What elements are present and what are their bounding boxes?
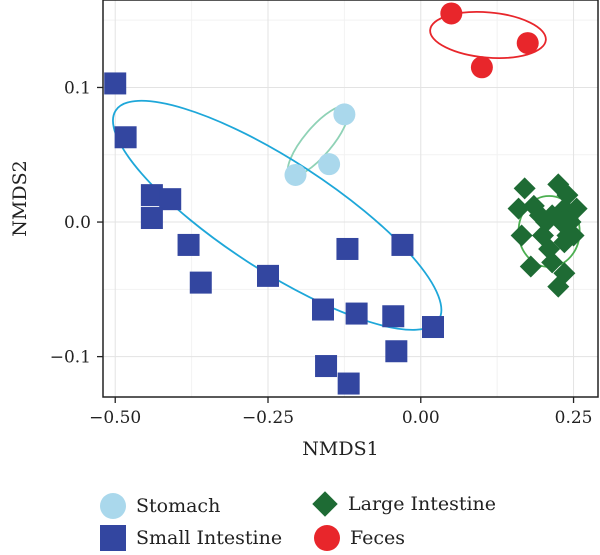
y-axis-title: NMDS2 [9, 160, 31, 236]
point-feces-0 [440, 2, 463, 25]
point-small-intestine-7 [257, 264, 279, 287]
point-large-intestine-17 [562, 224, 585, 247]
point-large-intestine-12 [510, 224, 533, 247]
point-large-intestine-18 [541, 251, 564, 274]
point-small-intestine-12 [382, 305, 405, 328]
point-small-intestine-6 [189, 271, 212, 294]
point-stomach-0 [333, 103, 356, 126]
point-small-intestine-4 [140, 207, 163, 230]
plot-border [102, 0, 599, 398]
x-tick-label-3: 0.25 [555, 408, 593, 428]
point-small-intestine-3 [159, 188, 182, 211]
y-tick-label-1: 0.0 [64, 213, 91, 233]
point-small-intestine-16 [337, 372, 360, 395]
point-small-intestine-9 [391, 233, 414, 256]
point-small-intestine-10 [312, 298, 334, 321]
point-small-intestine-8 [336, 237, 359, 260]
plot-area [103, 0, 598, 397]
point-large-intestine-7 [507, 197, 530, 220]
x-tick-label-0: −0.50 [89, 408, 141, 428]
point-small-intestine-14 [385, 340, 408, 363]
point-small-intestine-11 [345, 302, 368, 325]
x-axis-title: NMDS1 [302, 438, 378, 460]
point-feces-2 [516, 32, 539, 55]
point-small-intestine-0 [104, 72, 127, 95]
point-stomach-1 [284, 163, 307, 186]
x-tick-label-1: −0.25 [242, 408, 294, 428]
y-tick-label-0: 0.1 [64, 78, 91, 98]
point-small-intestine-1 [114, 126, 137, 149]
point-small-intestine-5 [177, 233, 200, 256]
point-feces-1 [470, 56, 493, 79]
point-large-intestine-0 [513, 177, 536, 200]
x-tick-label-2: 0.00 [402, 408, 440, 428]
point-large-intestine-19 [519, 255, 542, 278]
point-stomach-2 [318, 153, 341, 176]
point-small-intestine-2 [140, 184, 163, 207]
y-tick-label-2: −0.1 [50, 348, 91, 368]
point-small-intestine-13 [422, 316, 444, 339]
point-large-intestine-21 [547, 275, 570, 298]
point-small-intestine-15 [315, 355, 338, 378]
